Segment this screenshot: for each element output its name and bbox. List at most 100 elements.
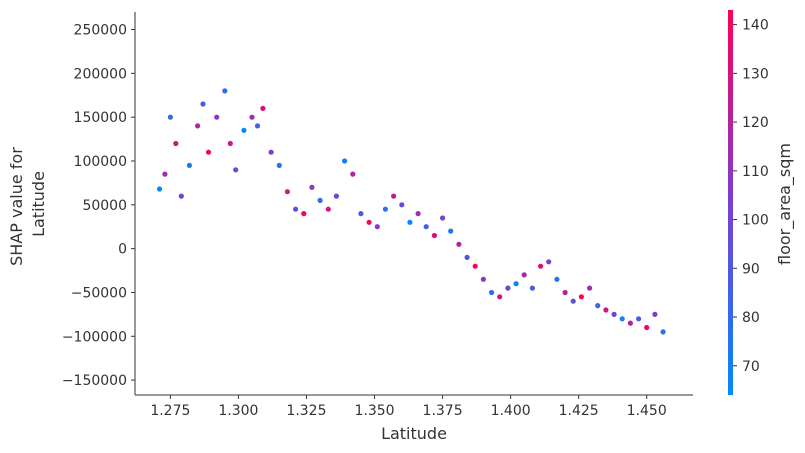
data-point: [521, 272, 527, 278]
x-tick-label: 1.300: [218, 403, 258, 419]
data-point: [578, 294, 585, 300]
data-point: [652, 311, 658, 317]
data-point: [660, 329, 666, 335]
data-point: [317, 197, 323, 203]
data-point: [241, 127, 247, 133]
x-axis-title: Latitude: [381, 424, 447, 443]
data-point: [497, 294, 503, 300]
data-point: [611, 311, 617, 317]
y-tick-label: −50000: [71, 285, 127, 301]
data-point: [546, 259, 552, 265]
x-tick-label: 1.350: [354, 403, 394, 419]
data-point: [173, 140, 179, 147]
colorbar-tick-label: 120: [742, 115, 769, 131]
data-point: [636, 316, 642, 322]
y-tick-label: 0: [118, 242, 127, 258]
data-point: [431, 232, 437, 239]
colorbar-title: floor_area_sqm: [775, 143, 795, 265]
data-point: [513, 281, 519, 287]
colorbar-tick-label: 70: [742, 359, 760, 375]
data-point: [374, 224, 380, 230]
data-point: [309, 184, 315, 190]
y-axis-title-line-2: Latitude: [29, 171, 48, 237]
data-point: [254, 123, 261, 129]
data-point: [391, 193, 397, 199]
y-tick-label: −100000: [62, 329, 127, 345]
colorbar-tick-label: 80: [742, 310, 760, 326]
data-point: [205, 149, 212, 155]
data-point: [456, 241, 462, 247]
data-point: [570, 298, 576, 304]
data-point: [480, 276, 486, 282]
y-axis-title-line-1: SHAP value for: [7, 147, 26, 266]
x-tick-label: 1.375: [423, 403, 463, 419]
colorbar-tick-label: 130: [742, 66, 769, 82]
data-point: [293, 206, 299, 212]
data-point: [644, 324, 650, 331]
data-point: [399, 202, 405, 208]
data-point: [233, 167, 239, 173]
colorbar-tick-label: 140: [742, 18, 769, 34]
data-point: [276, 162, 282, 168]
data-point: [407, 219, 413, 225]
data-point: [214, 114, 220, 120]
data-point: [178, 193, 184, 199]
x-tick-label: 1.425: [559, 403, 599, 419]
x-tick-label: 1.275: [150, 403, 190, 419]
data-point: [186, 162, 192, 168]
data-point: [325, 206, 331, 212]
data-point: [200, 101, 206, 107]
data-point: [538, 263, 544, 269]
data-point: [505, 285, 511, 291]
data-point: [448, 228, 454, 234]
colorbar: [728, 10, 733, 395]
data-point: [333, 193, 339, 199]
data-point: [350, 171, 356, 177]
y-tick-label: 100000: [74, 154, 127, 170]
y-axis-title: SHAP value for Latitude: [7, 142, 48, 266]
data-point: [156, 186, 163, 192]
colorbar-tick-label: 110: [742, 164, 769, 180]
data-point: [366, 219, 372, 225]
data-point: [227, 140, 233, 147]
y-tick-label: 250000: [74, 23, 127, 39]
data-point: [284, 189, 290, 195]
y-tick-label: 150000: [74, 110, 127, 126]
y-tick-label: −150000: [62, 373, 127, 389]
data-point: [195, 123, 201, 129]
colorbar-ticks: 70 80 90 100 110 120 130 140: [733, 18, 769, 375]
data-point: [603, 307, 609, 313]
x-tick-label: 1.450: [627, 403, 667, 419]
y-tick-label: 200000: [74, 66, 127, 82]
data-point: [472, 263, 478, 269]
data-point: [627, 320, 634, 326]
data-point: [167, 114, 173, 120]
data-point: [562, 289, 568, 296]
data-point: [415, 211, 421, 217]
data-point: [268, 149, 274, 155]
data-point: [554, 276, 560, 282]
colorbar-tick-label: 90: [742, 261, 760, 277]
x-axis-ticks: 1.275 1.300 1.325 1.350 1.375 1.400 1.425 1.450: [150, 395, 667, 419]
data-point: [423, 224, 429, 230]
x-tick-label: 1.400: [491, 403, 531, 419]
data-point: [342, 158, 348, 164]
data-point: [382, 206, 388, 212]
colorbar-tick-label: 100: [742, 213, 769, 229]
data-point: [464, 254, 470, 260]
y-tick-label: 50000: [82, 198, 127, 214]
data-point: [619, 316, 625, 322]
data-points: [156, 88, 666, 335]
data-point: [222, 88, 228, 94]
data-point: [301, 211, 307, 217]
data-point: [489, 289, 495, 296]
data-point: [529, 285, 536, 291]
y-axis-ticks: −150000 −100000 −50000 0 50000 100000 150000 20…: [62, 23, 135, 389]
data-point: [260, 105, 266, 111]
x-tick-label: 1.325: [286, 403, 326, 419]
data-point: [162, 171, 168, 177]
data-point: [440, 215, 446, 221]
data-point: [249, 114, 255, 120]
data-point: [358, 211, 364, 217]
